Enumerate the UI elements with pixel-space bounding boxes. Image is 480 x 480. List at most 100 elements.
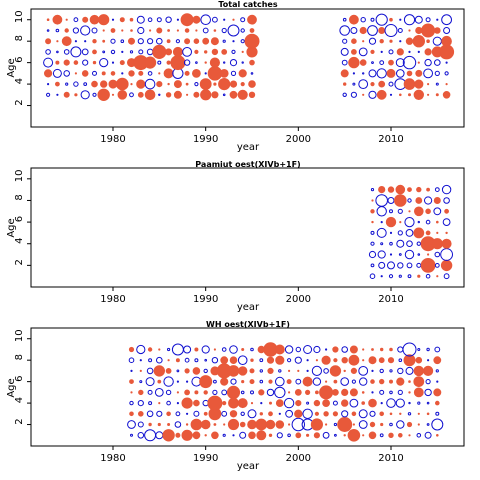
negative-residual-bubble — [380, 242, 384, 246]
positive-residual-bubble — [396, 377, 405, 386]
negative-residual-bubble — [424, 431, 432, 439]
negative-residual-bubble — [442, 218, 451, 227]
negative-residual-bubble — [406, 240, 413, 247]
positive-residual-bubble — [315, 359, 318, 362]
positive-residual-bubble — [403, 354, 416, 367]
positive-residual-bubble — [399, 412, 402, 415]
negative-residual-bubble — [424, 388, 432, 397]
negative-residual-bubble — [222, 39, 226, 43]
negative-residual-bubble — [240, 390, 245, 395]
positive-residual-bubble — [295, 400, 302, 407]
positive-residual-bubble — [165, 368, 172, 374]
positive-residual-bubble — [424, 48, 432, 56]
negative-residual-bubble — [371, 61, 374, 64]
positive-residual-bubble — [413, 89, 424, 101]
negative-residual-bubble — [147, 38, 154, 45]
positive-residual-bubble — [332, 389, 339, 396]
negative-residual-bubble — [432, 36, 442, 46]
negative-residual-bubble — [230, 70, 237, 77]
positive-residual-bubble — [286, 379, 292, 385]
negative-residual-bubble — [110, 49, 116, 55]
positive-residual-bubble — [370, 209, 375, 214]
positive-residual-bubble — [359, 59, 367, 66]
positive-residual-bubble — [241, 50, 244, 54]
positive-residual-bubble — [209, 57, 220, 68]
positive-residual-bubble — [398, 433, 403, 438]
negative-residual-bubble — [367, 25, 378, 36]
negative-residual-bubble — [221, 410, 228, 417]
positive-residual-bubble — [129, 17, 134, 22]
negative-residual-bubble — [223, 18, 226, 21]
negative-residual-bubble — [250, 72, 254, 75]
negative-residual-bubble — [82, 59, 89, 66]
positive-residual-bubble — [207, 395, 223, 411]
positive-residual-bubble — [210, 37, 219, 46]
negative-residual-bubble — [194, 82, 199, 87]
positive-residual-bubble — [116, 77, 129, 91]
positive-residual-bubble — [389, 412, 393, 416]
positive-residual-bubble — [435, 400, 440, 406]
positive-residual-bubble — [240, 82, 245, 87]
positive-residual-bubble — [256, 430, 267, 441]
x-tick-label: 2000 — [286, 294, 311, 305]
negative-residual-bubble — [370, 263, 375, 268]
negative-residual-bubble — [368, 250, 377, 259]
negative-residual-bubble — [424, 196, 433, 205]
positive-residual-bubble — [319, 385, 334, 400]
negative-residual-bubble — [417, 220, 420, 224]
positive-residual-bubble — [227, 365, 240, 377]
negative-residual-bubble — [232, 40, 235, 43]
x-tick-label: 1990 — [193, 294, 218, 305]
negative-residual-bubble — [395, 398, 405, 408]
positive-residual-bubble — [436, 434, 439, 437]
negative-residual-bubble — [388, 274, 394, 279]
positive-residual-bubble — [378, 357, 385, 364]
positive-residual-bubble — [100, 80, 108, 88]
positive-residual-bubble — [194, 347, 199, 352]
positive-residual-bubble — [249, 28, 255, 33]
negative-residual-bubble — [379, 60, 385, 65]
positive-residual-bubble — [275, 399, 284, 408]
negative-residual-bubble — [306, 369, 309, 372]
negative-residual-bubble — [295, 346, 301, 353]
positive-residual-bubble — [129, 379, 134, 385]
negative-residual-bubble — [56, 50, 59, 54]
negative-residual-bubble — [240, 17, 246, 23]
negative-residual-bubble — [154, 388, 164, 397]
negative-residual-bubble — [358, 366, 369, 376]
positive-residual-bubble — [362, 93, 365, 96]
negative-residual-bubble — [276, 432, 283, 439]
positive-residual-bubble — [65, 18, 68, 21]
negative-residual-bubble — [193, 410, 200, 417]
positive-residual-bubble — [52, 14, 63, 25]
positive-residual-bubble — [130, 29, 133, 32]
positive-residual-bubble — [369, 421, 376, 428]
positive-residual-bubble — [351, 38, 357, 45]
positive-residual-bubble — [175, 432, 181, 438]
positive-residual-bubble — [152, 44, 167, 60]
negative-residual-bubble — [352, 72, 355, 75]
negative-residual-bubble — [231, 49, 236, 55]
positive-residual-bubble — [387, 357, 395, 364]
negative-residual-bubble — [368, 37, 377, 45]
negative-residual-bubble — [398, 274, 402, 278]
positive-residual-bubble — [98, 14, 110, 26]
negative-residual-bubble — [70, 46, 82, 58]
positive-residual-bubble — [200, 419, 211, 430]
positive-residual-bubble — [325, 423, 328, 426]
positive-residual-bubble — [288, 369, 291, 372]
panel-wh: WH oest(XIVb+1F) 1980 1990 2000 2010 2 4 6 8 10… — [6, 320, 465, 472]
positive-residual-bubble — [413, 365, 424, 377]
negative-residual-bubble — [232, 434, 235, 437]
positive-residual-bubble — [192, 431, 201, 440]
negative-residual-bubble — [322, 431, 330, 439]
negative-residual-bubble — [434, 70, 440, 77]
positive-residual-bubble — [110, 28, 116, 33]
negative-residual-bubble — [56, 93, 59, 96]
y-tick-label: 2 — [14, 99, 25, 105]
positive-residual-bubble — [129, 411, 134, 417]
positive-residual-bubble — [314, 411, 319, 416]
negative-residual-bubble — [434, 251, 441, 258]
positive-residual-bubble — [426, 39, 430, 44]
positive-residual-bubble — [376, 89, 387, 100]
